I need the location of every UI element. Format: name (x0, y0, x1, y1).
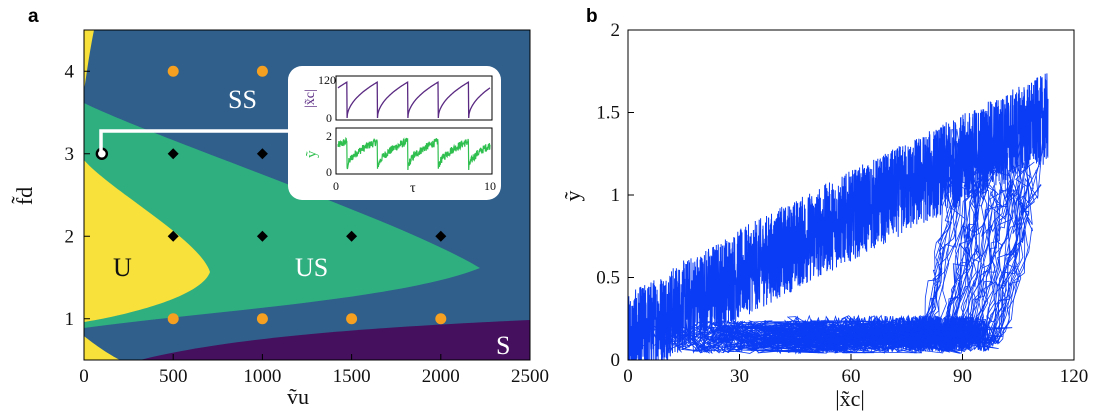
panel-a-ytick-1: 2 (65, 226, 75, 247)
panel-b-ytick-3: 1.5 (596, 103, 620, 124)
panel-b-ytick-1: 0.5 (596, 268, 620, 289)
panel-a-xtick-1: 500 (159, 366, 188, 387)
point-1 (256, 65, 268, 77)
inset-bottom-frame (335, 127, 493, 175)
inset-xtick-min: 0 (333, 179, 339, 193)
panel-b-xtick-1: 30 (730, 366, 749, 387)
panel-a-xtick-3: 1500 (333, 366, 371, 387)
point-11 (435, 313, 447, 325)
point-2 (167, 148, 179, 160)
panel-b-ytick-4: 2 (611, 20, 621, 41)
region-s-fill (140, 320, 530, 360)
panel-a-xtick-5: 2500 (511, 366, 549, 387)
panel-a-ytick-2: 3 (65, 144, 75, 165)
panel-a-ytick-0: 1 (65, 309, 75, 330)
inset-bottom-ytick-min: 0 (326, 165, 332, 179)
panel-b-xtick-4: 120 (1060, 366, 1089, 387)
panel-b-axes: 0 30 60 90 120 0 0.5 1 1.5 2 (596, 20, 1088, 387)
panel-a-xtick-2: 1000 (243, 366, 281, 387)
region-label-s: S (496, 331, 510, 360)
region-label-ss: SS (228, 85, 257, 114)
point-7 (435, 230, 447, 242)
point-8 (167, 313, 179, 325)
inset-bottom-series (337, 137, 491, 171)
panel-a-letter: a (28, 6, 39, 27)
panel-a-ylabel: f̃d (12, 187, 37, 205)
region-label-u: U (113, 253, 132, 282)
inset-bottom-ytick-max: 2 (326, 129, 332, 143)
panel-a-xtick-0: 0 (79, 366, 89, 387)
inset-connector (99, 129, 300, 153)
panel-b-ytick-2: 1 (611, 185, 621, 206)
point-9 (256, 313, 268, 325)
region-u-fill (84, 160, 210, 322)
panel-b-xtick-0: 0 (623, 366, 633, 387)
panel-a-xtick-4: 2000 (422, 366, 460, 387)
inset-xtick-max: 10 (484, 179, 496, 193)
inset: 120 0 2 0 0 10 τ |x̃c| ỹ (288, 66, 501, 200)
region-u-top-fill (84, 30, 94, 90)
panel-b-ylabel: ỹ (560, 191, 585, 202)
trajectory-band (628, 73, 1049, 360)
point-0 (167, 65, 179, 77)
panel-a-frame (83, 29, 531, 361)
panel-b-xlabel: |x̃c| (835, 386, 865, 411)
point-3 (256, 148, 268, 160)
inset-xlabel: τ (410, 181, 416, 196)
region-label-us: US (295, 253, 328, 282)
low-segment-21 (663, 319, 902, 354)
phase-points (95, 65, 447, 325)
point-4 (167, 230, 179, 242)
inset-top-ylabel: |x̃c| (303, 89, 318, 108)
inset-top-ytick-min: 0 (326, 111, 332, 125)
low-segment-29 (716, 320, 924, 353)
point-10 (346, 313, 358, 325)
trajectory-loops (639, 128, 1045, 355)
panel-b-letter: b (586, 6, 598, 27)
inset-bottom-ylabel: ỹ (304, 150, 320, 158)
inset-top-ytick-max: 120 (318, 73, 336, 87)
inset-top-series (337, 80, 491, 119)
trajectory-plot (628, 30, 1074, 360)
panel-a-ytick-3: 4 (65, 61, 75, 82)
panel-b-xtick-3: 90 (953, 366, 972, 387)
low-segment-28 (705, 320, 951, 354)
panel-b-ytick-0: 0 (611, 350, 621, 371)
point-6 (346, 230, 358, 242)
panel-a-xlabel: ṽu (287, 384, 309, 409)
point-5 (256, 230, 268, 242)
region-u-bottom-fill (84, 336, 120, 360)
panel-b-xtick-2: 60 (842, 366, 861, 387)
